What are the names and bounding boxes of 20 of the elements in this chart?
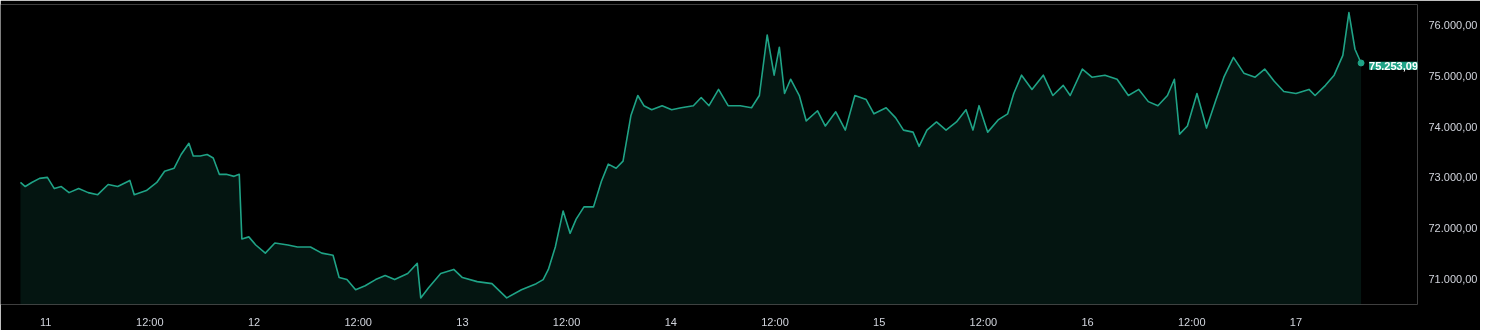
x-tick-label: 11 (39, 315, 52, 328)
x-tick-label: 16 (1081, 315, 1094, 328)
y-tick-label: 73.000,00 (1428, 171, 1478, 184)
y-tick-label: 72.000,00 (1428, 222, 1478, 235)
y-tick-label: 74.000,00 (1428, 120, 1478, 133)
x-tick-label: 15 (873, 315, 886, 328)
x-tick-label: 12:00 (969, 315, 998, 328)
x-tick-label: 12:00 (1177, 315, 1206, 328)
x-tick-label: 12 (247, 315, 261, 328)
y-tick-label: 75.000,00 (1428, 69, 1478, 82)
x-tick-label: 14 (664, 315, 677, 328)
x-tick-label: 17 (1289, 315, 1303, 328)
x-tick-label: 12:00 (136, 315, 164, 328)
annotation: 75.253,09 (1369, 59, 1418, 72)
y-tick-label: 71.000,00 (1428, 273, 1478, 286)
x-tick-label: 13 (456, 315, 469, 328)
x-tick-label: 12:00 (552, 315, 581, 328)
x-tick-label: 12:00 (344, 315, 372, 328)
x-tick-label: 12:00 (761, 315, 789, 328)
y-tick-label: 76.000,00 (1428, 18, 1478, 31)
